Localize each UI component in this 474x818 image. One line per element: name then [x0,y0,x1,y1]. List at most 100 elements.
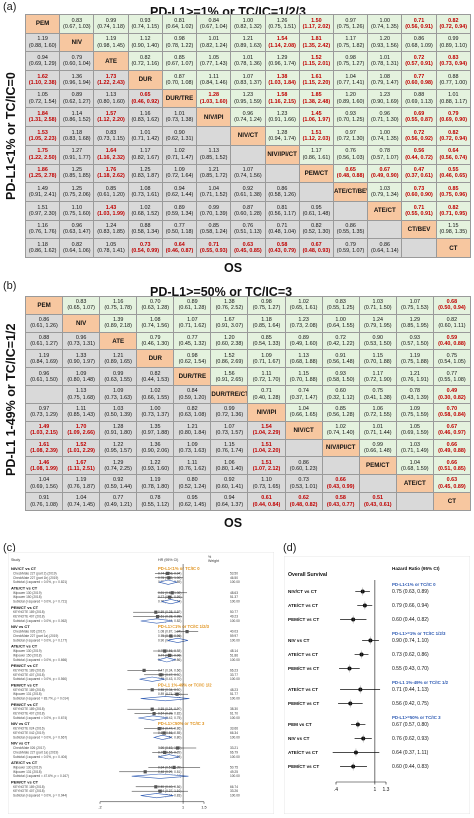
hr-value: 0.60 (0.44, 0.82) [392,617,429,623]
hr-cell: 1.09 (0.73, 1.63) [173,438,212,458]
hr-cell: 0.63 (0.45, 0.85) [230,238,266,258]
hr-cell: 1.86 (1.25, 2.78) [24,163,61,184]
hr-cell: 1.81 (1.35, 2.42) [298,32,334,53]
hr-cell: 0.82 (0.72, 1.16) [127,51,163,72]
hr-cell: 1.14 (0.86, 1.52) [59,107,95,128]
study-label: Subtotal (I-squared = 0.0%, p = 0.944) [13,794,67,798]
weight-value: 59.97 [230,634,238,638]
subtotal-diamond [152,734,172,740]
treatment-label: DUR [127,70,163,90]
hr-cell: 1.38 (0.76, 2.52) [210,296,249,315]
hr-cell: 1.28 (1.03, 1.60) [196,88,232,109]
hr-cell [196,126,232,146]
treatment-label: NIV/IPI/CT [321,438,360,458]
treatment-label: DUR/TRE [173,367,212,387]
study-label: Subtotal (I-squared = 0.0%, p = 0.721) [13,600,67,604]
matrix-row: 1.49 (0.91, 2.41) 1.25 (0.75, 2.06) 0.85 (0.6… [24,182,472,202]
weight-value: 33.21 [230,746,238,750]
hr-point [152,712,156,716]
hr-cell: 1.17 (0.86, 1.61) [298,144,334,165]
hr-value: 0.75 (0.63, 0.89) [392,589,429,595]
hr-cell: 0.89 (0.49, 1.60) [284,331,323,351]
hr-cell: 0.75 (0.41, 1.38) [358,385,397,404]
subgroup-label: PD-L1<1% or TC/IC 0 [158,566,200,571]
hr-cell: 0.91 (0.76, 1.08) [24,492,64,511]
hr-cell: 1.19 (0.78, 1.80) [136,474,175,494]
hr-cell: 1.08 (0.79, 1.47) [367,70,403,90]
hr-cell: 1.08 (0.73, 1.61) [127,182,163,202]
group-title: NIV vs CT [11,741,30,746]
subtotal-diamond [138,715,169,721]
hr-cell: 1.57 (1.12, 2.20) [93,107,129,128]
hr-cell: 0.83 (0.73, 0.94) [435,51,472,72]
hr-cell: 1.15 (0.70, 1.88) [358,349,397,369]
study-label: CheckMate 227 (part 1b) (2019) [13,576,58,580]
matrix-row: 1.62 (1.10, 2.38) 1.36 (0.96, 1.94) 1.73 (1.2… [24,70,472,90]
hr-cell: 0.66 (0.43, 0.99) [321,474,360,494]
hr-cell: 0.95 (0.61, 1.48) [298,200,334,221]
hr-cell: 1.09 (0.75, 1.59) [395,402,434,422]
hr-cell: 0.91 (0.56, 1.48) [321,349,360,369]
comparison-label: NIV vs CT [288,736,310,741]
hr-cell: 1.03 (0.71, 1.50) [358,296,397,315]
hr-cell: 1.11 (0.76, 1.62) [173,456,212,476]
hr-cell: 1.25 (0.75, 2.06) [59,182,95,202]
study-label: CheckMate 227 (part 2) (2019) [13,571,57,575]
matrix-row: 1.16 (0.76, 1.76) 0.96 (0.63, 1.47) 1.24 (0.8… [24,219,472,240]
study-label: KEYNOTE 407 (2018) [13,673,45,677]
subtotal-diamond [161,599,180,605]
hr-cell: 1.20 (0.60, 2.38) [210,331,249,351]
hr-value: 0.47 (0.34, 0.66) [158,668,181,672]
hr-cell: 0.96 (0.74, 1.24) [230,107,266,128]
hr-cell: 1.67 (0.91, 3.07) [210,313,249,333]
hr-cell [332,200,369,221]
weight-value: 100.00 [230,794,240,798]
hr-cell: 0.85 (0.56, 1.28) [321,402,360,422]
hr-point [167,576,171,580]
study-label: KEYNOTE 024 (2016) [13,727,45,731]
matrix-row: 1.86 (1.25, 2.78) 1.25 (0.85, 1.85) 1.76 (1.1… [24,163,472,184]
hr-cell: 0.98 (0.78, 1.22) [161,32,198,53]
weight-value: 100.00 [230,774,240,778]
comparison-label: ATE/CT vs CT [288,687,318,692]
group-title: PEM/CT vs CT [11,682,39,687]
hr-cell: 1.01 (0.71, 1.44) [358,420,397,440]
hr-cell: 0.66 (0.51, 0.85) [432,456,472,476]
hr-cell: 1.04 (0.77, 1.41) [332,70,369,90]
x-tick-label: .4 [334,787,338,793]
weight-value: 33.66 [230,727,238,731]
study-label: Subtotal (I-squared = 47.6%, p = 0.167) [13,774,69,778]
weight-value: 33.26 [230,789,238,793]
header-weight: Weight [208,559,219,563]
hr-cell: 0.56 (0.44, 0.72) [401,144,437,165]
hr-cell: 1.54 (1.14, 2.08) [264,32,300,53]
hr-cell: 1.00 (0.73, 1.37) [136,402,175,422]
hr-cell: 1.13 (0.80, 1.60) [93,88,129,109]
hr-cell: 1.75 (1.22, 2.50) [24,144,61,165]
hr-cell: 1.07 (0.71, 1.62) [173,313,212,333]
hr-cell: 1.05 (0.69, 1.59) [395,420,434,440]
treatment-label: CT [432,492,472,511]
group-title: PEM/CT vs CT [11,605,39,610]
hr-point [176,746,180,750]
hr-cell: 1.10 (0.73, 1.65) [247,474,286,494]
hr-cell: 1.04 (0.66, 1.65) [284,402,323,422]
hr-cell: 0.98 (0.75, 1.27) [332,51,369,72]
weight-value: 100.00 [230,580,240,584]
comparison-label: NIV vs CT [288,638,310,643]
hr-cell: 0.95 (0.62, 1.45) [173,492,212,511]
hr-cell: 1.64 (1.16, 2.32) [93,144,129,165]
hr-point [154,785,158,789]
hr-cell: 1.06 (0.80, 1.40) [210,456,249,476]
hr-cell: 0.71 (0.55, 0.91) [401,200,437,221]
hr-cell: 0.86 (0.55, 1.35) [332,219,369,240]
weight-value: 61.70 [230,712,238,716]
hr-cell: 0.92 (0.60, 1.41) [210,474,249,494]
treatment-label: DUR/TRE [161,88,198,109]
panel-a-label: (a) [3,1,17,13]
hr-value: 0.71 (0.44, 1.13) [392,687,429,693]
hr-value: 0.67 (0.57, 0.80) [392,722,429,728]
hr-cell: 1.09 (0.73, 1.63) [99,385,138,404]
hr-cell: 1.85 (1.38, 2.48) [298,88,334,109]
hr-cell: 1.19 (0.84, 1.69) [24,349,64,369]
